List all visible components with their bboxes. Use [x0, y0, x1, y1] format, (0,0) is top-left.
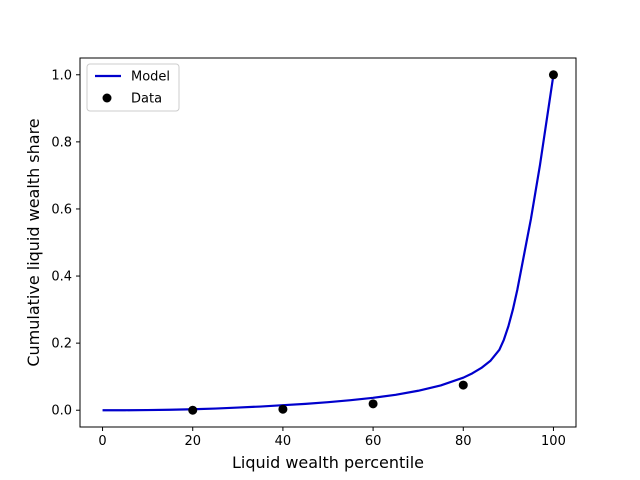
x-tick-label: 20 — [184, 434, 201, 449]
data-point — [188, 405, 198, 415]
x-tick-label: 60 — [365, 434, 382, 449]
y-tick-label: 0.8 — [51, 135, 72, 150]
x-axis-label: Liquid wealth percentile — [232, 453, 424, 472]
y-tick-label: 0.4 — [51, 270, 72, 285]
data-point — [548, 70, 558, 80]
legend: Model Data — [86, 63, 180, 112]
y-axis-label: Cumulative liquid wealth share — [24, 118, 43, 366]
y-tick-label: 1.0 — [51, 68, 72, 83]
data-point — [368, 399, 378, 409]
model-line — [102, 74, 555, 412]
plot-area — [102, 70, 558, 415]
y-tick-label: 0.6 — [51, 202, 72, 217]
y-tick-label: 0.2 — [51, 337, 72, 352]
axes-frame — [79, 57, 577, 428]
x-tick-label: 40 — [275, 434, 292, 449]
legend-marker-swatch — [102, 93, 112, 103]
y-tick-label: 0.0 — [51, 404, 72, 419]
tick-layer: 0 20 40 60 80 100 0.0 0.2 0.4 0.6 0.8 1.0 — [51, 68, 566, 449]
x-tick-label: 0 — [98, 434, 106, 449]
data-point — [458, 380, 468, 390]
data-point — [278, 404, 288, 414]
legend-label: Model — [131, 70, 170, 85]
x-tick-label: 80 — [455, 434, 472, 449]
legend-label: Data — [131, 92, 162, 107]
x-tick-label: 100 — [541, 434, 566, 449]
